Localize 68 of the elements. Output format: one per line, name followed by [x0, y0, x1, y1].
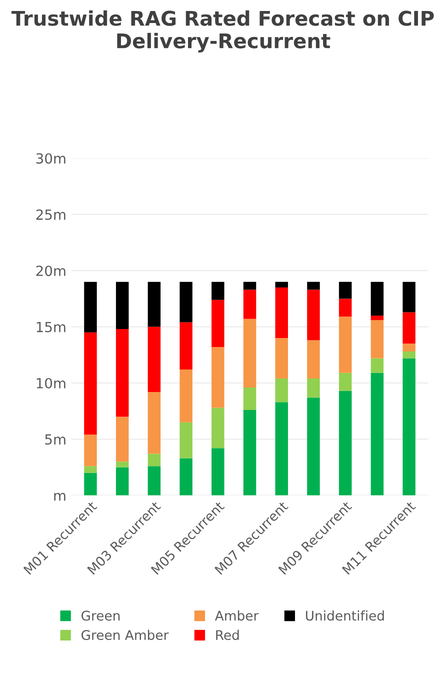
bar [275, 282, 288, 288]
bar [275, 287, 288, 338]
legend-label: Green Amber [81, 630, 169, 640]
bar [370, 282, 384, 316]
bar [402, 312, 416, 344]
bar [307, 340, 320, 378]
bar [116, 282, 129, 330]
bar [180, 322, 192, 370]
bar [212, 347, 224, 408]
bar [370, 320, 384, 358]
bar [275, 378, 288, 402]
bar [84, 472, 97, 496]
bar [243, 290, 256, 319]
bar [402, 358, 416, 496]
bar [212, 300, 224, 348]
bar [212, 408, 224, 448]
bar [307, 282, 320, 290]
bar [212, 448, 224, 496]
legend-label: Unidentified [306, 610, 384, 621]
legend-label: Amber [214, 610, 259, 621]
y-tick-label: 15m [36, 322, 66, 332]
bar [275, 338, 288, 378]
bar [180, 458, 192, 496]
legend-label: Red [216, 630, 239, 640]
bar [243, 387, 256, 410]
bar [338, 298, 352, 317]
legend-label: Green [81, 610, 120, 621]
bar [307, 378, 320, 398]
bar [148, 454, 161, 466]
bar [148, 282, 161, 327]
bar [370, 316, 384, 320]
bar [275, 402, 288, 496]
bar [307, 290, 320, 340]
bar [84, 282, 97, 332]
bar [148, 392, 161, 454]
bar [370, 358, 384, 373]
bar [84, 434, 97, 466]
bar [212, 282, 224, 300]
bar [116, 416, 129, 462]
y-tick-label: 20m [36, 266, 66, 276]
bar [243, 282, 256, 290]
bar [338, 372, 352, 391]
y-tick-label: m [54, 492, 66, 501]
bar [338, 282, 352, 299]
y-tick-label: 25m [36, 209, 66, 220]
bar [243, 318, 256, 388]
bar [180, 370, 192, 422]
y-tick-label: 10m [36, 378, 66, 388]
bar [116, 329, 129, 417]
bar [84, 332, 97, 435]
bar [338, 390, 352, 496]
bar [148, 466, 161, 496]
bar [116, 462, 129, 468]
chart-title: Trustwide RAG Rated Forecast on CIP Delivery-Recurrent [12, 10, 434, 53]
bar [370, 372, 384, 496]
bar [84, 466, 97, 473]
y-tick-label: 5m [45, 434, 66, 445]
y-tick-label: 30m [36, 153, 66, 164]
bar [116, 467, 129, 496]
bar [338, 316, 352, 373]
bar [180, 282, 192, 322]
bar [307, 398, 320, 496]
bar [402, 344, 416, 352]
bar [402, 352, 416, 358]
bar [148, 326, 161, 392]
bar [243, 410, 256, 496]
bar [402, 282, 416, 312]
bar [180, 422, 192, 458]
